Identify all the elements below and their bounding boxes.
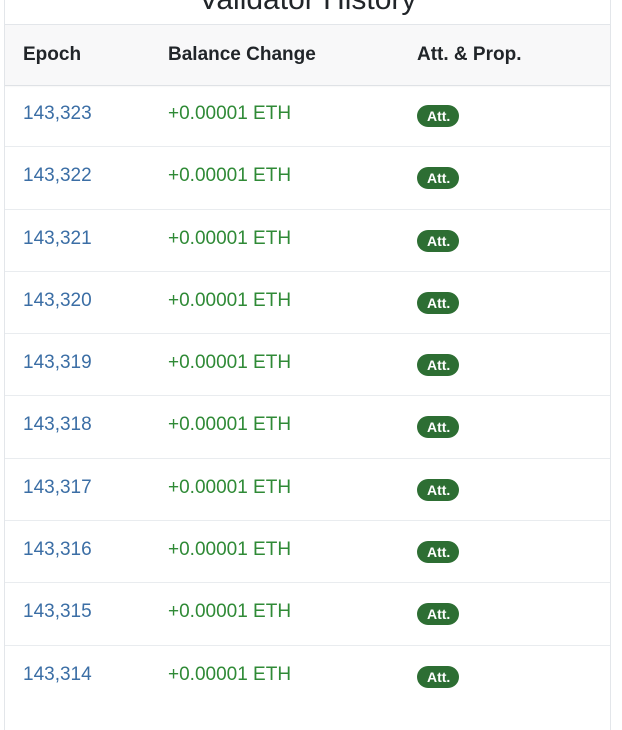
table-row: 143,316 +0.00001 ETH Att.: [5, 521, 610, 584]
balance-change-value: +0.00001 ETH: [168, 227, 292, 249]
balance-change-value: +0.00001 ETH: [168, 476, 292, 498]
attestation-badge: Att.: [417, 229, 460, 252]
balance-change-value: +0.00001 ETH: [168, 103, 292, 124]
epoch-link[interactable]: 143,322: [23, 165, 92, 187]
epoch-link[interactable]: 143,315: [23, 601, 92, 623]
table-header: Epoch Balance Change Att. & Prop.: [5, 24, 610, 86]
validator-history-card: Validator History Epoch Balance Change A…: [4, 0, 611, 730]
attestation-badge: Att.: [417, 603, 460, 626]
table-body: 143,323 +0.00001 ETH Att. 143,322 +0.000…: [5, 85, 610, 708]
table-row: 143,318 +0.00001 ETH Att.: [5, 396, 610, 459]
epoch-link[interactable]: 143,314: [23, 663, 92, 685]
attestation-badge: Att.: [417, 167, 460, 190]
balance-change-value: +0.00001 ETH: [168, 352, 292, 374]
card-title: Validator History: [5, 0, 610, 24]
attestation-badge: Att.: [417, 541, 460, 564]
attestation-badge: Att.: [417, 105, 460, 127]
balance-change-value: +0.00001 ETH: [168, 601, 292, 623]
table-row: 143,321 +0.00001 ETH Att.: [5, 210, 610, 272]
epoch-link[interactable]: 143,320: [23, 289, 92, 311]
epoch-link[interactable]: 143,323: [23, 103, 92, 124]
table-row: 143,320 +0.00001 ETH Att.: [5, 272, 610, 335]
table-row: 143,322 +0.00001 ETH Att.: [5, 147, 610, 210]
table-row: 143,317 +0.00001 ETH Att.: [5, 459, 610, 522]
balance-change-value: +0.00001 ETH: [168, 165, 292, 187]
table-row: 143,323 +0.00001 ETH Att.: [5, 85, 610, 148]
attestation-badge: Att.: [417, 478, 460, 501]
table-row: 143,319 +0.00001 ETH Att.: [5, 334, 610, 397]
epoch-link[interactable]: 143,318: [23, 414, 92, 436]
attestation-badge: Att.: [417, 291, 460, 314]
table-row: 143,314 +0.00001 ETH Att.: [5, 646, 610, 708]
balance-change-value: +0.00001 ETH: [168, 414, 292, 436]
epoch-link[interactable]: 143,321: [23, 227, 92, 249]
attestation-badge: Att.: [417, 416, 460, 439]
attestation-badge: Att.: [417, 665, 460, 688]
balance-change-column-header: Balance Change: [168, 44, 316, 65]
table-row: 143,315 +0.00001 ETH Att.: [5, 583, 610, 646]
epoch-link[interactable]: 143,317: [23, 476, 92, 498]
epoch-link[interactable]: 143,319: [23, 352, 92, 374]
epoch-column-header: Epoch: [23, 44, 82, 65]
balance-change-value: +0.00001 ETH: [168, 289, 292, 311]
epoch-link[interactable]: 143,316: [23, 539, 92, 561]
attestation-badge: Att.: [417, 354, 460, 377]
att-prop-column-header: Att. & Prop.: [417, 44, 522, 65]
balance-change-value: +0.00001 ETH: [168, 539, 292, 561]
balance-change-value: +0.00001 ETH: [168, 663, 292, 685]
